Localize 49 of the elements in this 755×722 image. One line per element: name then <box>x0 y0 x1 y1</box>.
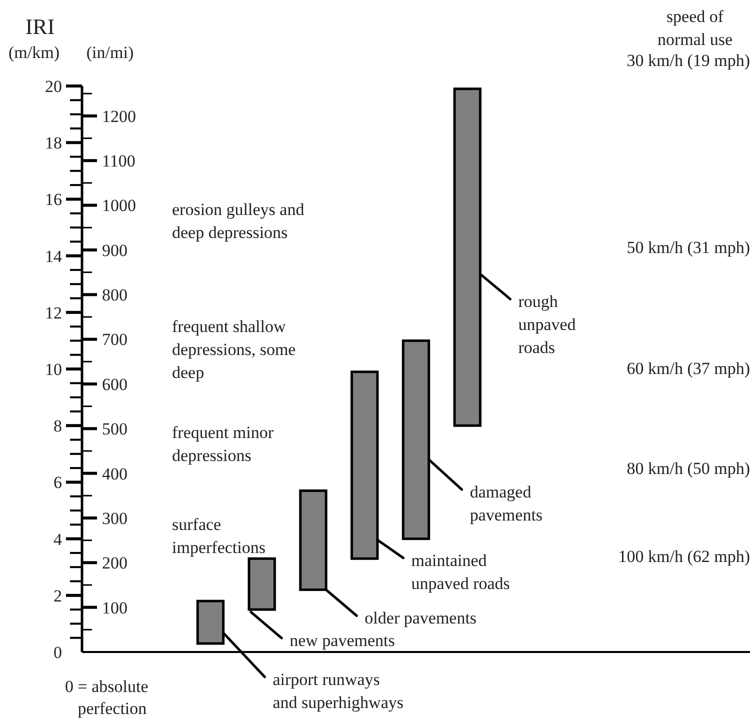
chart-title: IRI <box>25 14 55 39</box>
y-tick-label: 8 <box>54 416 62 436</box>
annotation: surface imperfections <box>172 515 266 557</box>
bar <box>350 370 379 560</box>
annotation: 60 km/h (37 mph) <box>626 359 750 378</box>
y2-tick-label: 600 <box>102 374 128 394</box>
y-tick-label: 14 <box>45 246 62 266</box>
y2-tick-label: 300 <box>102 508 128 528</box>
text: speed of normal use <box>657 7 733 49</box>
text: airport runways and superhighways <box>272 670 404 712</box>
annotation: 100 km/h (62 mph) <box>618 547 750 566</box>
y2-tick-label: 200 <box>102 554 128 573</box>
y-tick-label: 16 <box>45 190 62 210</box>
bar <box>453 88 482 427</box>
y-tick-label: 20 <box>45 76 62 96</box>
annotation: rough unpaved roads <box>518 292 576 358</box>
y2-tick-label: 1100 <box>102 152 136 171</box>
annotation: 80 km/h (50 mph) <box>626 459 750 478</box>
y2-tick-label: 900 <box>102 240 128 260</box>
y2-tick-label: 500 <box>102 420 128 439</box>
y-tick-label: 6 <box>54 473 62 492</box>
bar <box>196 600 225 645</box>
y-tick-label: 12 <box>45 303 62 322</box>
y2-axis-title: (in/mi) <box>86 43 134 62</box>
y-axis-title: (m/km) <box>8 43 60 62</box>
y2-tick-label: 800 <box>102 286 128 305</box>
annotation: erosion gulleys and deep depressions <box>172 200 305 242</box>
y2-tick-label: 400 <box>102 464 128 484</box>
annotation: maintained unpaved roads <box>411 550 510 593</box>
bar <box>299 489 328 591</box>
bar <box>402 339 430 540</box>
annotation: frequent minor depressions <box>172 423 274 465</box>
y2-tick-label: 100 <box>102 598 128 618</box>
y-tick-label: 2 <box>54 586 62 606</box>
annotation: 50 km/h (31 mph) <box>626 238 750 257</box>
bar <box>248 557 276 611</box>
annotation: new pavements <box>290 631 395 650</box>
y-tick-label: 18 <box>45 134 62 153</box>
annotation: older pavements <box>364 608 477 628</box>
y2-tick-label: 1200 <box>102 106 136 126</box>
annotation: frequent shallow depressions, some deep <box>172 317 296 382</box>
y-tick-label: 0 <box>54 642 62 662</box>
y2-tick-label: 1000 <box>102 196 136 216</box>
y2-tick-label: 700 <box>102 330 128 350</box>
y-tick-label: 10 <box>45 360 62 379</box>
annotation: damaged pavements <box>470 482 543 525</box>
text: 30 km/h (19 mph) <box>626 51 750 70</box>
y-tick-label: 4 <box>54 530 62 549</box>
text: 0 = absolute perfection <box>65 677 148 718</box>
